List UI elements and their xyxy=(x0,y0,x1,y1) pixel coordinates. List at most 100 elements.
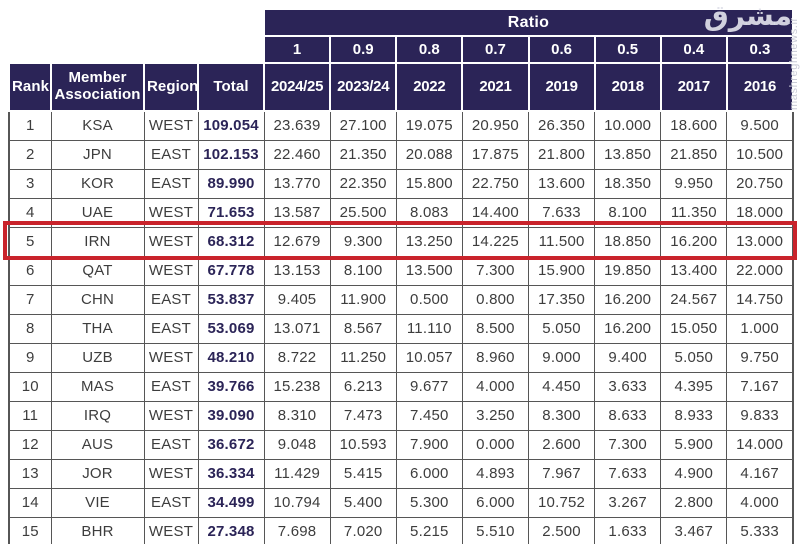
cell-year-value: 6.213 xyxy=(329,371,397,402)
ratio-value-cell: 0.6 xyxy=(527,35,596,64)
cell-member-association: AUS xyxy=(50,429,145,460)
cell-rank: 5 xyxy=(8,226,52,257)
cell-year-value: 11.500 xyxy=(527,226,596,257)
ratio-value-cell: 0.5 xyxy=(593,35,662,64)
cell-year-value: 2.500 xyxy=(527,516,596,544)
ratio-value-cell: 0.3 xyxy=(725,35,795,64)
cell-member-association: VIE xyxy=(50,487,145,518)
cell-total: 39.766 xyxy=(197,371,265,402)
cell-year-value: 6.000 xyxy=(461,487,530,518)
column-header-year: 2017 xyxy=(659,62,728,112)
cell-year-value: 7.967 xyxy=(527,458,596,489)
cell-year-value: 9.048 xyxy=(263,429,331,460)
cell-member-association: UZB xyxy=(50,342,145,373)
cell-rank: 12 xyxy=(8,429,52,460)
header-blank-space xyxy=(9,36,264,63)
ratio-value-cell: 0.8 xyxy=(395,35,464,64)
ratio-value-cell: 0.9 xyxy=(329,35,398,64)
table-row: 2 JPN EAST 102.153 22.460 21.350 20.088 17.875 2… xyxy=(8,139,795,170)
cell-year-value: 26.350 xyxy=(527,110,596,141)
cell-rank: 15 xyxy=(8,516,52,544)
cell-year-value: 16.200 xyxy=(594,284,662,315)
cell-year-value: 9.300 xyxy=(329,226,397,257)
cell-year-value: 8.100 xyxy=(329,255,397,286)
cell-member-association: IRN xyxy=(50,226,145,257)
cell-year-value: 5.900 xyxy=(660,429,728,460)
column-header-total: Total xyxy=(197,62,265,112)
table-row: 4 UAE WEST 71.653 13.587 25.500 8.083 14.400 7.6… xyxy=(8,197,795,228)
cell-year-value: 22.750 xyxy=(461,168,530,199)
cell-year-value: 25.500 xyxy=(329,197,397,228)
table-row: 5 IRN WEST 68.312 12.679 9.300 13.250 14.225 11.… xyxy=(8,226,795,257)
cell-year-value: 4.000 xyxy=(726,487,795,518)
cell-year-value: 7.633 xyxy=(527,197,596,228)
cell-rank: 6 xyxy=(8,255,52,286)
cell-year-value: 0.500 xyxy=(395,284,463,315)
cell-year-value: 13.770 xyxy=(263,168,331,199)
cell-year-value: 16.200 xyxy=(660,226,728,257)
cell-member-association: BHR xyxy=(50,516,145,544)
cell-year-value: 8.083 xyxy=(395,197,463,228)
cell-rank: 8 xyxy=(8,313,52,344)
cell-year-value: 15.800 xyxy=(395,168,463,199)
cell-year-value: 3.633 xyxy=(594,371,662,402)
cell-member-association: QAT xyxy=(50,255,145,286)
cell-year-value: 11.250 xyxy=(329,342,397,373)
cell-year-value: 5.300 xyxy=(395,487,463,518)
column-header-year: 2024/25 xyxy=(262,62,332,112)
ratio-value-cell: 0.4 xyxy=(659,35,728,64)
cell-year-value: 18.600 xyxy=(660,110,728,141)
cell-member-association: IRQ xyxy=(50,400,145,431)
cell-year-value: 10.794 xyxy=(263,487,331,518)
cell-year-value: 7.698 xyxy=(263,516,331,544)
cell-region: WEST xyxy=(143,458,199,489)
main-header-row: Rank Member Association Region Total 202… xyxy=(8,62,795,112)
cell-year-value: 8.933 xyxy=(660,400,728,431)
column-header-year: 2019 xyxy=(527,62,596,112)
column-header-rank: Rank xyxy=(8,62,52,112)
cell-member-association: THA xyxy=(50,313,145,344)
cell-year-value: 24.567 xyxy=(660,284,728,315)
column-header-year: 2021 xyxy=(461,62,530,112)
ratio-title-row: Ratio xyxy=(9,8,794,37)
cell-year-value: 8.722 xyxy=(263,342,331,373)
cell-year-value: 13.153 xyxy=(263,255,331,286)
cell-year-value: 14.400 xyxy=(461,197,530,228)
column-header-year: 2023/24 xyxy=(329,62,398,112)
cell-total: 27.348 xyxy=(197,516,265,544)
cell-year-value: 7.633 xyxy=(594,458,662,489)
cell-year-value: 5.050 xyxy=(527,313,596,344)
cell-year-value: 8.960 xyxy=(461,342,530,373)
table-row: 13 JOR WEST 36.334 11.429 5.415 6.000 4.893 7.96… xyxy=(8,458,795,489)
cell-year-value: 4.893 xyxy=(461,458,530,489)
cell-region: WEST xyxy=(143,342,199,373)
cell-year-value: 0.800 xyxy=(461,284,530,315)
cell-year-value: 1.000 xyxy=(726,313,795,344)
cell-year-value: 18.000 xyxy=(726,197,795,228)
cell-total: 102.153 xyxy=(197,139,265,170)
cell-year-value: 8.300 xyxy=(527,400,596,431)
cell-rank: 7 xyxy=(8,284,52,315)
cell-year-value: 9.400 xyxy=(594,342,662,373)
cell-year-value: 15.238 xyxy=(263,371,331,402)
cell-year-value: 14.225 xyxy=(461,226,530,257)
cell-year-value: 5.510 xyxy=(461,516,530,544)
cell-year-value: 7.300 xyxy=(461,255,530,286)
cell-year-value: 15.050 xyxy=(660,313,728,344)
cell-year-value: 9.677 xyxy=(395,371,463,402)
ratio-value-cell: 0.7 xyxy=(461,35,530,64)
cell-region: WEST xyxy=(143,516,199,544)
cell-year-value: 13.500 xyxy=(395,255,463,286)
cell-year-value: 5.415 xyxy=(329,458,397,489)
cell-year-value: 19.850 xyxy=(594,255,662,286)
cell-rank: 10 xyxy=(8,371,52,402)
cell-year-value: 8.633 xyxy=(594,400,662,431)
cell-year-value: 20.088 xyxy=(395,139,463,170)
cell-year-value: 13.250 xyxy=(395,226,463,257)
table-row: 1 KSA WEST 109.054 23.639 27.100 19.075 20.950 2… xyxy=(8,110,795,141)
cell-year-value: 20.750 xyxy=(726,168,795,199)
table-row: 9 UZB WEST 48.210 8.722 11.250 10.057 8.960 9.00… xyxy=(8,342,795,373)
cell-rank: 14 xyxy=(8,487,52,518)
cell-year-value: 10.057 xyxy=(395,342,463,373)
cell-year-value: 5.215 xyxy=(395,516,463,544)
